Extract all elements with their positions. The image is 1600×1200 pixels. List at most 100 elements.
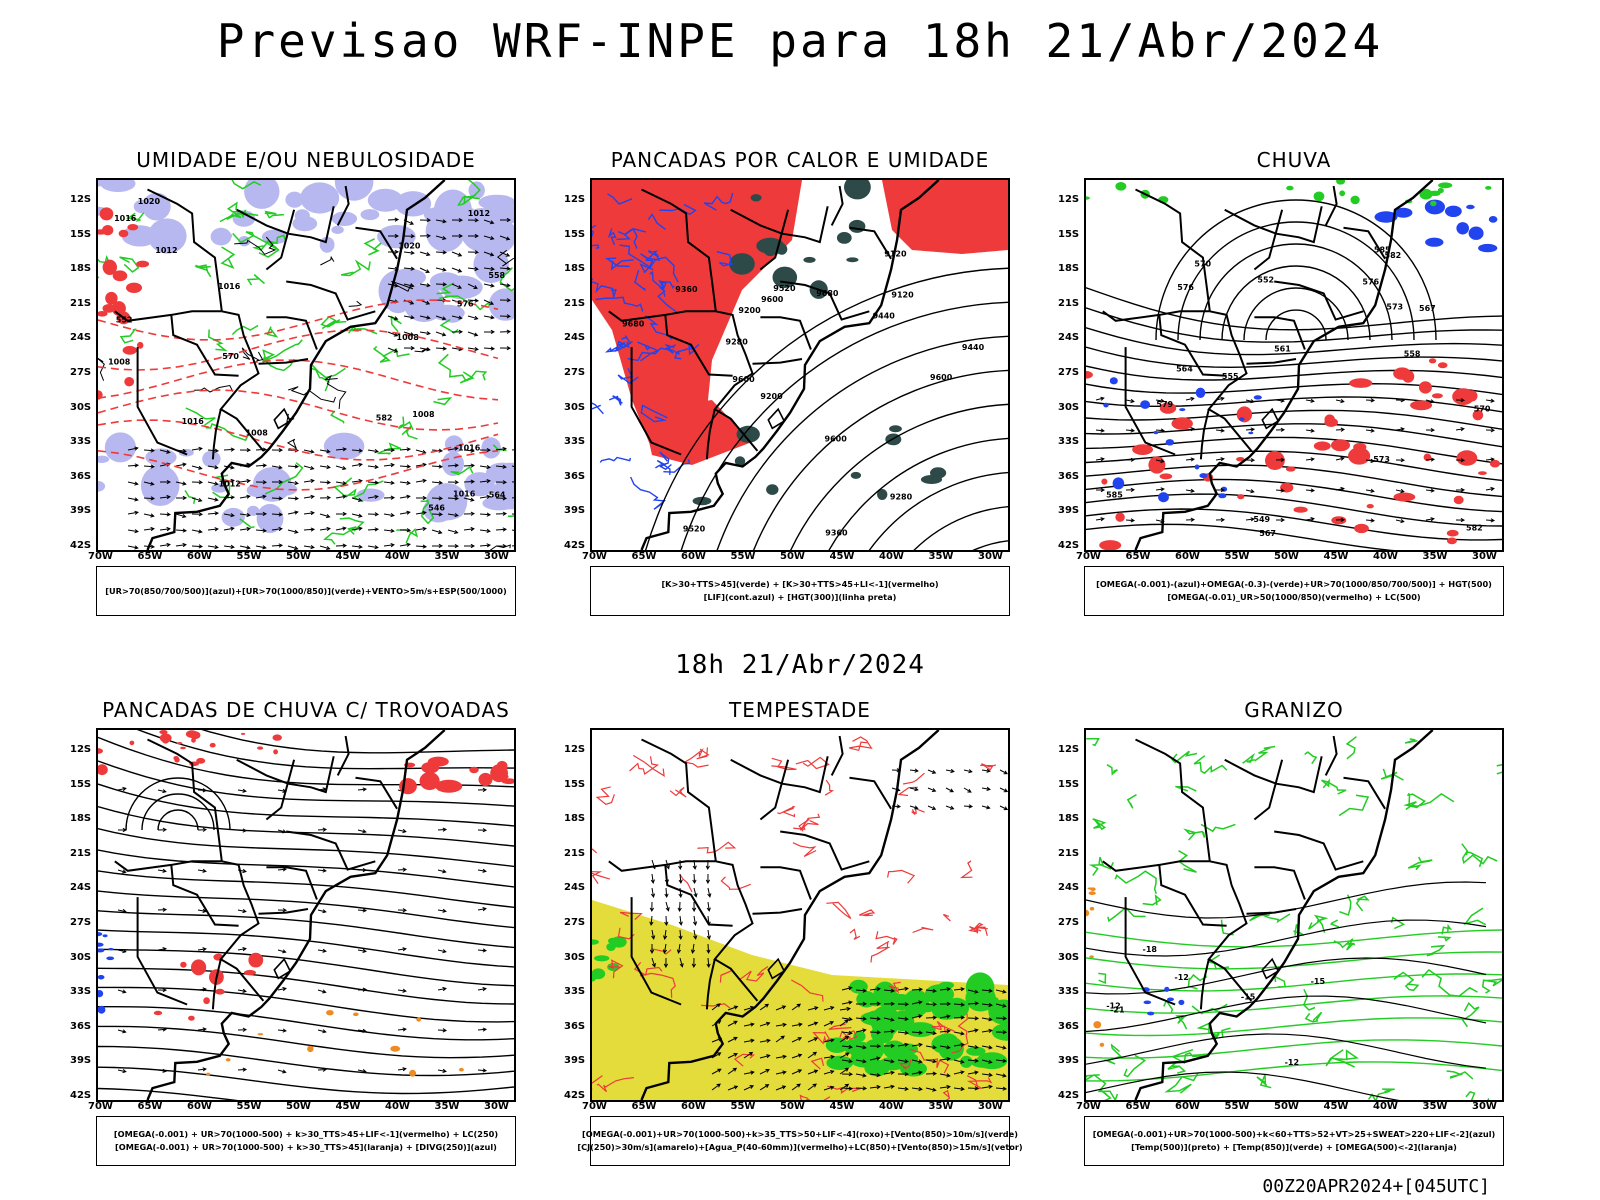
precipitable-water-contour [596, 1077, 634, 1093]
map-frame [590, 728, 1010, 1102]
humidity-green-contour [377, 442, 402, 455]
wind-vector [499, 283, 511, 288]
latitude-tick-label: 24S [564, 882, 586, 894]
streamline-arrow [477, 828, 488, 833]
temp-850-contour [1086, 1061, 1502, 1082]
lif-contour [627, 347, 680, 362]
streamline-arrow [1245, 489, 1255, 494]
lif-contour [619, 244, 652, 269]
lif-contour [614, 340, 633, 353]
political-border [1343, 226, 1386, 260]
streamline-arrow [1335, 398, 1345, 404]
contour-label: 9680 [622, 320, 645, 329]
wind-green-area [864, 1059, 890, 1077]
streamline-arrow [1185, 488, 1195, 493]
wind-vector [995, 989, 1007, 994]
streamline-250 [98, 849, 514, 888]
streamline-arrow [437, 986, 447, 992]
thunder-orange-area [353, 1012, 359, 1017]
streamline-arrow [237, 828, 248, 833]
streamline-arrow [1365, 398, 1376, 403]
wind-vector [451, 217, 464, 223]
wind-vector [159, 512, 172, 517]
map-panel: CHUVA 585 582 585 582 579 576 573 570 567 564 561 55… [1044, 0, 1544, 1200]
rain-red-area [1489, 459, 1501, 468]
streamline-250 [98, 929, 514, 968]
wind-vector [271, 496, 284, 501]
wind-vector [403, 345, 416, 351]
wind-vector [743, 1051, 754, 1059]
political-border [1158, 310, 1227, 377]
rain-blue-area [1445, 205, 1462, 217]
instability-red-area [592, 180, 802, 450]
wind-vector [191, 497, 203, 502]
precipitable-water-contour [629, 756, 660, 775]
longitude-tick-label: 45W [1323, 551, 1349, 562]
streamline-arrow [1425, 399, 1435, 404]
humidity-green-contour [328, 319, 347, 328]
wind-vector [663, 957, 669, 969]
humidity-green-contour [436, 282, 455, 295]
precipitable-water-contour [980, 763, 997, 771]
contour-label: -12 [1174, 973, 1188, 982]
streamline-arrow [1485, 518, 1496, 523]
humidity-green-contour [433, 397, 453, 406]
precipitable-water-contour [795, 756, 830, 770]
wind-vector [883, 1029, 896, 1034]
streamline-arrow [397, 867, 408, 872]
wind-vector [999, 787, 1008, 793]
wind-vector [939, 1045, 951, 1050]
political-border [286, 830, 376, 871]
wind-vector [995, 1030, 1008, 1035]
rain-red-area [1431, 393, 1443, 399]
streamline-250 [98, 986, 514, 1023]
latitude-tick-label: 33S [564, 436, 586, 448]
wind-vector [841, 1059, 853, 1064]
political-border [258, 908, 309, 915]
wind-vector [706, 943, 711, 955]
longitude-tick-label: 30W [978, 551, 1003, 562]
rain-green-area [1438, 182, 1453, 189]
wind-vector [692, 873, 697, 885]
wind-vector [387, 347, 399, 353]
thunder-orange-area [409, 1069, 417, 1077]
pressure-contour [348, 300, 363, 307]
wind-vector [953, 1002, 966, 1007]
streamline-250 [157, 809, 199, 831]
wind-vector [367, 545, 379, 550]
wind-vector [159, 449, 171, 454]
wind-vector [467, 331, 479, 337]
temp-850-contour [1404, 738, 1418, 744]
wind-vector [175, 542, 187, 548]
wind-vector [823, 1054, 835, 1059]
temp-850-contour [1421, 969, 1478, 997]
longitude-tick-label: 65W [137, 1101, 163, 1112]
wind-vector [415, 478, 427, 483]
wind-vector [419, 331, 431, 336]
wind-vector [287, 510, 299, 515]
wind-vector [841, 1030, 853, 1036]
streamline-arrow [397, 908, 408, 913]
humidity-green-contour [266, 234, 286, 246]
streamline-arrow [197, 827, 208, 832]
wind-vector [664, 887, 669, 899]
wind-vector [431, 512, 444, 517]
streamline-arrow [1245, 517, 1255, 522]
map-panel: TEMPESTADE 12S 15S 18S 21S 24S 27S 30S 33S 36S 39S… [550, 0, 1050, 1200]
instability-green-area [846, 257, 859, 263]
humidity-green-contour [499, 267, 514, 292]
wind-vector [467, 250, 480, 255]
longitude-tick-label: 65W [1125, 551, 1151, 562]
wind-vector [925, 1002, 938, 1007]
latitude-tick-label: 21S [70, 297, 92, 309]
omega-orange-area [1089, 906, 1095, 911]
streamline-arrow [117, 786, 127, 792]
coastline [146, 180, 446, 550]
streamline-250 [98, 828, 514, 868]
omega-orange-area [1087, 887, 1093, 890]
temp-850-contour [1333, 938, 1355, 951]
wind-vector [223, 544, 235, 549]
wind-vector [650, 887, 656, 898]
rain-red-area [1478, 471, 1487, 475]
wind-vector [775, 1054, 787, 1059]
